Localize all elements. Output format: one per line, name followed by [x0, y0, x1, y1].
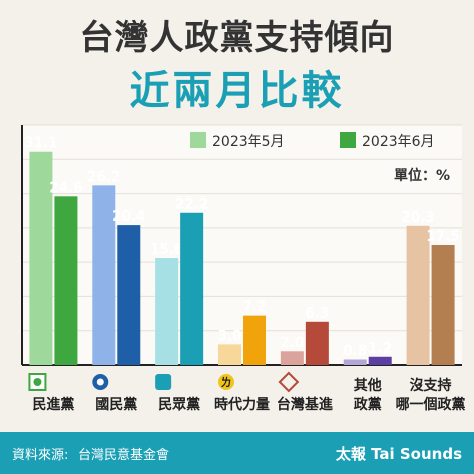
- x-tick-label: 時代力量: [214, 396, 270, 413]
- npp-logo-icon-mark: ㄌ: [221, 375, 232, 389]
- x-tick-label: 台灣基進: [277, 396, 333, 413]
- x-tick-label: 民眾黨: [158, 396, 200, 413]
- source-value: 台灣民意基金會: [78, 448, 170, 463]
- bar: [29, 151, 53, 365]
- data-label: 26.2: [87, 167, 120, 185]
- bar: [117, 225, 141, 365]
- source-label: 資料來源:: [12, 448, 69, 463]
- x-tick-label: 沒支持: [410, 377, 452, 394]
- brand-logo: 太報 Tai Sounds: [335, 445, 462, 463]
- bar: [218, 344, 241, 365]
- bar: [305, 321, 329, 365]
- footer-bar: [0, 432, 474, 474]
- tsp-logo-icon: [278, 371, 300, 393]
- data-label: 17.5: [426, 227, 459, 245]
- x-tick-label: 其他: [354, 377, 382, 394]
- data-label: 1.2: [368, 339, 392, 357]
- npp-logo-icon: [218, 374, 234, 390]
- bar: [280, 351, 304, 365]
- bar: [54, 196, 78, 365]
- x-tick-label: 政黨: [354, 396, 382, 413]
- data-label: 7.2: [243, 298, 267, 316]
- x-tick-label: 民進黨: [32, 396, 74, 413]
- bar: [243, 315, 266, 365]
- bar: [155, 258, 179, 365]
- plot-area: [22, 125, 462, 365]
- x-tick-label: 國民黨: [95, 396, 137, 413]
- legend-label: 2023年6月: [362, 134, 435, 150]
- bar: [368, 356, 392, 365]
- data-label: 20.3: [401, 208, 434, 226]
- data-label: 31.1: [24, 134, 57, 152]
- tpp-logo-icon: [155, 374, 172, 390]
- bar: [431, 245, 455, 365]
- bar: [406, 225, 430, 365]
- legend-swatch: [190, 132, 206, 148]
- dpp-logo-icon-mark: [33, 378, 42, 386]
- data-label: 24.6: [49, 178, 82, 196]
- data-label: 2.0: [280, 333, 304, 351]
- data-label: 22.2: [175, 195, 208, 213]
- data-label: 15.6: [150, 240, 183, 258]
- bar: [92, 185, 116, 365]
- bar: [343, 359, 367, 365]
- legend-label: 2023年5月: [212, 134, 285, 150]
- data-label: 3.0: [218, 326, 242, 344]
- data-label: 20.4: [112, 207, 145, 225]
- unit-label: 單位：%: [394, 167, 450, 184]
- data-label: 6.3: [305, 304, 329, 322]
- chart-subtitle: 近兩月比較: [129, 68, 345, 114]
- data-label: 0.8: [343, 342, 367, 360]
- kmt-logo-icon-mark: [96, 378, 104, 386]
- x-tick-label: 哪一個政黨: [396, 396, 466, 413]
- legend-swatch: [340, 132, 356, 148]
- chart-title: 台灣人政黨支持傾向: [79, 18, 395, 58]
- bar: [180, 212, 204, 365]
